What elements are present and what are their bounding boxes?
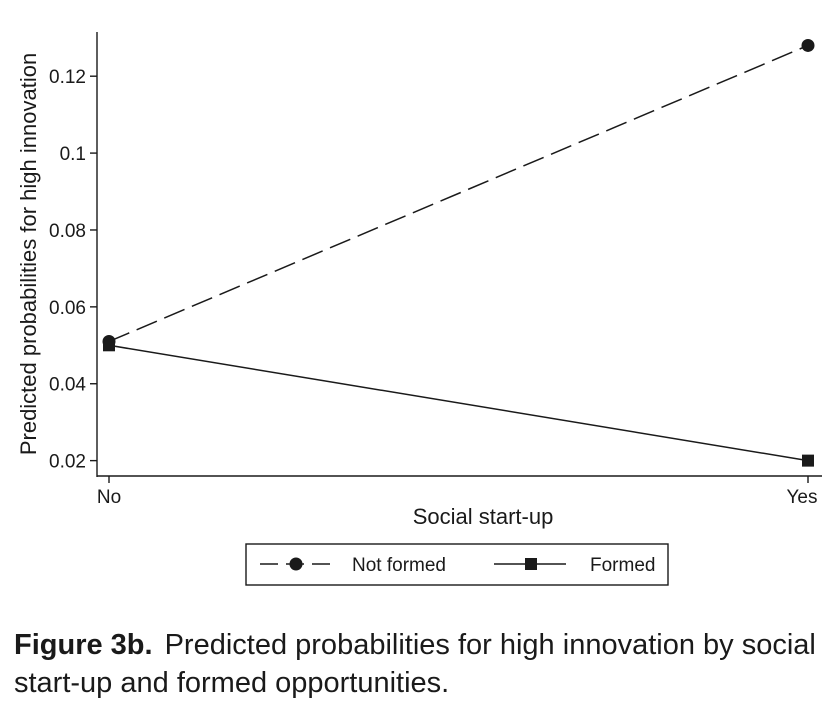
series-line <box>108 44 809 343</box>
chart-series <box>102 38 815 467</box>
legend-label: Not formed <box>352 555 446 576</box>
y-axis-ticks: 0.02 0.04 0.06 0.08 0.1 0.12 <box>49 67 97 473</box>
x-tick-label: Yes <box>787 487 818 508</box>
y-tick-label: 0.04 <box>49 375 86 396</box>
y-tick-label: 0.06 <box>49 298 86 319</box>
legend-marker-square <box>525 558 537 570</box>
y-tick-label: 0.12 <box>49 67 86 88</box>
x-tick-label: No <box>97 487 121 508</box>
x-axis-ticks: No Yes <box>97 476 818 508</box>
legend-key-not-formed <box>260 557 332 571</box>
figure-caption-label: Figure 3b. <box>14 629 153 661</box>
data-point-square <box>103 339 115 352</box>
legend-marker-circle <box>289 557 303 571</box>
series-line <box>108 344 809 462</box>
series-not-formed <box>102 38 815 348</box>
legend: Not formed Formed <box>245 543 669 586</box>
y-tick-label: 0.08 <box>49 221 86 242</box>
y-tick-label: 0.1 <box>60 144 86 165</box>
chart-axes <box>96 32 822 477</box>
legend-label: Formed <box>590 555 655 576</box>
x-axis-title: Social start-up <box>413 504 554 529</box>
legend-key-formed <box>494 558 566 570</box>
chart: 0.02 0.04 0.06 0.08 0.1 0.12 No Yes Predicted … <box>16 32 822 586</box>
y-axis-title: Predicted probabilities for high innovat… <box>16 53 41 455</box>
series-formed <box>103 339 814 467</box>
y-tick-label: 0.02 <box>49 452 86 473</box>
data-point-square <box>802 454 814 467</box>
figure-caption-text: Predicted probabilities for high innovat… <box>14 629 816 699</box>
figure-caption: Figure 3b. Predicted probabilities for hi… <box>14 626 826 702</box>
data-point-circle <box>801 38 815 52</box>
